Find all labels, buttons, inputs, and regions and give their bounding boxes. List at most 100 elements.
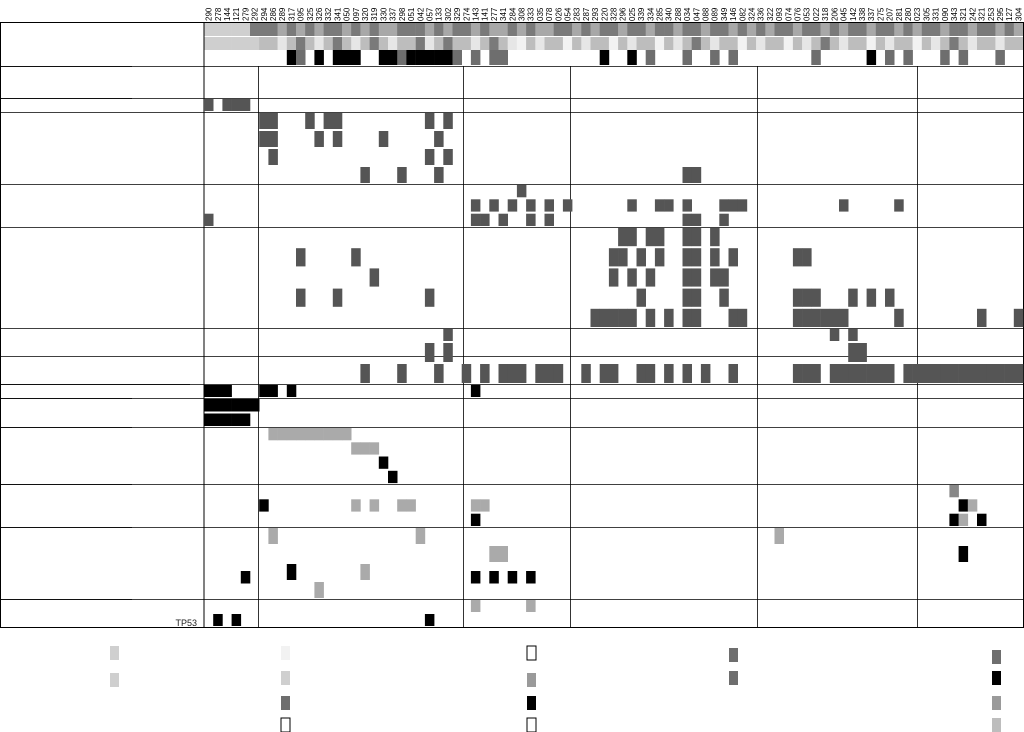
band-cell: [940, 37, 950, 50]
band-cell: [700, 22, 711, 36]
column-label: 045: [840, 7, 849, 21]
band-cell: [1004, 37, 1015, 50]
heatmap-cell: [470, 385, 481, 397]
column-label: 220: [600, 7, 609, 21]
band-cell: [875, 37, 886, 50]
band-cell: [811, 37, 821, 50]
heatmap-cell: [323, 428, 334, 441]
band-cell: [1013, 22, 1024, 36]
heatmap-cell: [240, 413, 251, 426]
column-label: 078: [545, 7, 554, 21]
band-cell: [1013, 37, 1024, 50]
heatmap-cell: [691, 167, 702, 183]
heatmap-cell: [526, 213, 536, 226]
heatmap-cell: [526, 199, 536, 212]
band-cell: [967, 22, 978, 36]
band-cell: [305, 37, 315, 50]
band-cell: [461, 37, 472, 50]
band-cell: [608, 37, 619, 50]
heatmap-cell: [912, 364, 923, 383]
heatmap-cell: [305, 428, 315, 441]
column-label: 292: [251, 7, 260, 21]
column-label: 023: [913, 7, 922, 21]
heatmap-cell: [332, 113, 343, 129]
band-cell: [608, 22, 619, 36]
band-cell: [489, 50, 499, 65]
heatmap-cell: [369, 268, 380, 287]
band-cell: [958, 37, 969, 50]
column-label: 275: [876, 7, 885, 21]
heatmap-cell: [977, 513, 987, 526]
heatmap-cell: [839, 364, 849, 383]
band-cell: [305, 22, 315, 36]
band-cell: [397, 50, 407, 65]
heatmap-cell: [397, 499, 407, 512]
heatmap-cell: [608, 268, 619, 287]
band-cell: [977, 37, 987, 50]
band-cell: [332, 22, 343, 36]
column-label: 289: [278, 7, 287, 21]
column-label: 022: [812, 7, 821, 21]
band-cell: [866, 22, 877, 36]
heatmap-cell: [323, 113, 334, 129]
band-cell: [415, 50, 426, 65]
heatmap-cell: [296, 288, 306, 307]
column-label: 133: [435, 7, 444, 21]
heatmap-cell: [921, 364, 932, 383]
band-cell: [516, 22, 527, 36]
heatmap-cell: [516, 185, 527, 198]
band-cell: [544, 22, 554, 36]
heatmap-cell: [848, 288, 858, 307]
band-cell: [424, 22, 435, 36]
legend-swatch: [527, 696, 536, 710]
band-cell: [222, 22, 232, 36]
band-cell: [342, 37, 352, 50]
band-cell: [774, 22, 784, 36]
heatmap-cell: [967, 499, 978, 512]
column-label: 331: [932, 7, 941, 21]
heatmap-cell: [664, 199, 674, 212]
column-label: 321: [959, 7, 968, 21]
column-label: 318: [821, 7, 830, 21]
band-cell: [866, 37, 877, 50]
band-cell: [388, 37, 398, 50]
heatmap-cell: [682, 268, 692, 287]
legend-swatch: [992, 650, 1001, 664]
heatmap-cell: [305, 113, 315, 129]
heatmap-cell: [443, 329, 453, 341]
heatmap-cell: [682, 308, 692, 327]
heatmap-cell: [719, 288, 729, 307]
band-cell: [535, 22, 545, 36]
band-cell: [728, 22, 738, 36]
heatmap-cell: [470, 213, 481, 226]
column-label: 334: [646, 7, 655, 21]
heatmap-cell: [608, 364, 619, 383]
band-cell: [388, 50, 398, 65]
heatmap-cell: [204, 399, 214, 412]
heatmap-cell: [719, 268, 729, 287]
heatmap-cell: [636, 248, 646, 267]
heatmap-cell: [259, 499, 269, 512]
heatmap-cell: [682, 364, 692, 383]
heatmap-cell: [977, 364, 987, 383]
column-label: 142: [849, 7, 858, 21]
band-cell: [553, 37, 564, 50]
heatmap-cell: [691, 308, 702, 327]
band-cell: [452, 50, 462, 65]
column-label: 042: [416, 7, 425, 21]
band-cell: [332, 50, 343, 65]
heatmap-cell: [360, 167, 370, 183]
heatmap-cell: [958, 364, 969, 383]
heatmap-cell: [544, 199, 554, 212]
band-cell: [673, 22, 683, 36]
band-cell: [213, 22, 223, 36]
column-label: 143: [472, 7, 481, 21]
band-cell: [378, 37, 389, 50]
heatmap-cell: [259, 385, 269, 397]
heatmap-cell: [728, 308, 738, 327]
column-label: 026: [554, 7, 563, 21]
band-cell: [839, 37, 849, 50]
column-label: 121: [232, 7, 241, 21]
column-label: 340: [665, 7, 674, 21]
heatmap-cell: [204, 413, 214, 426]
